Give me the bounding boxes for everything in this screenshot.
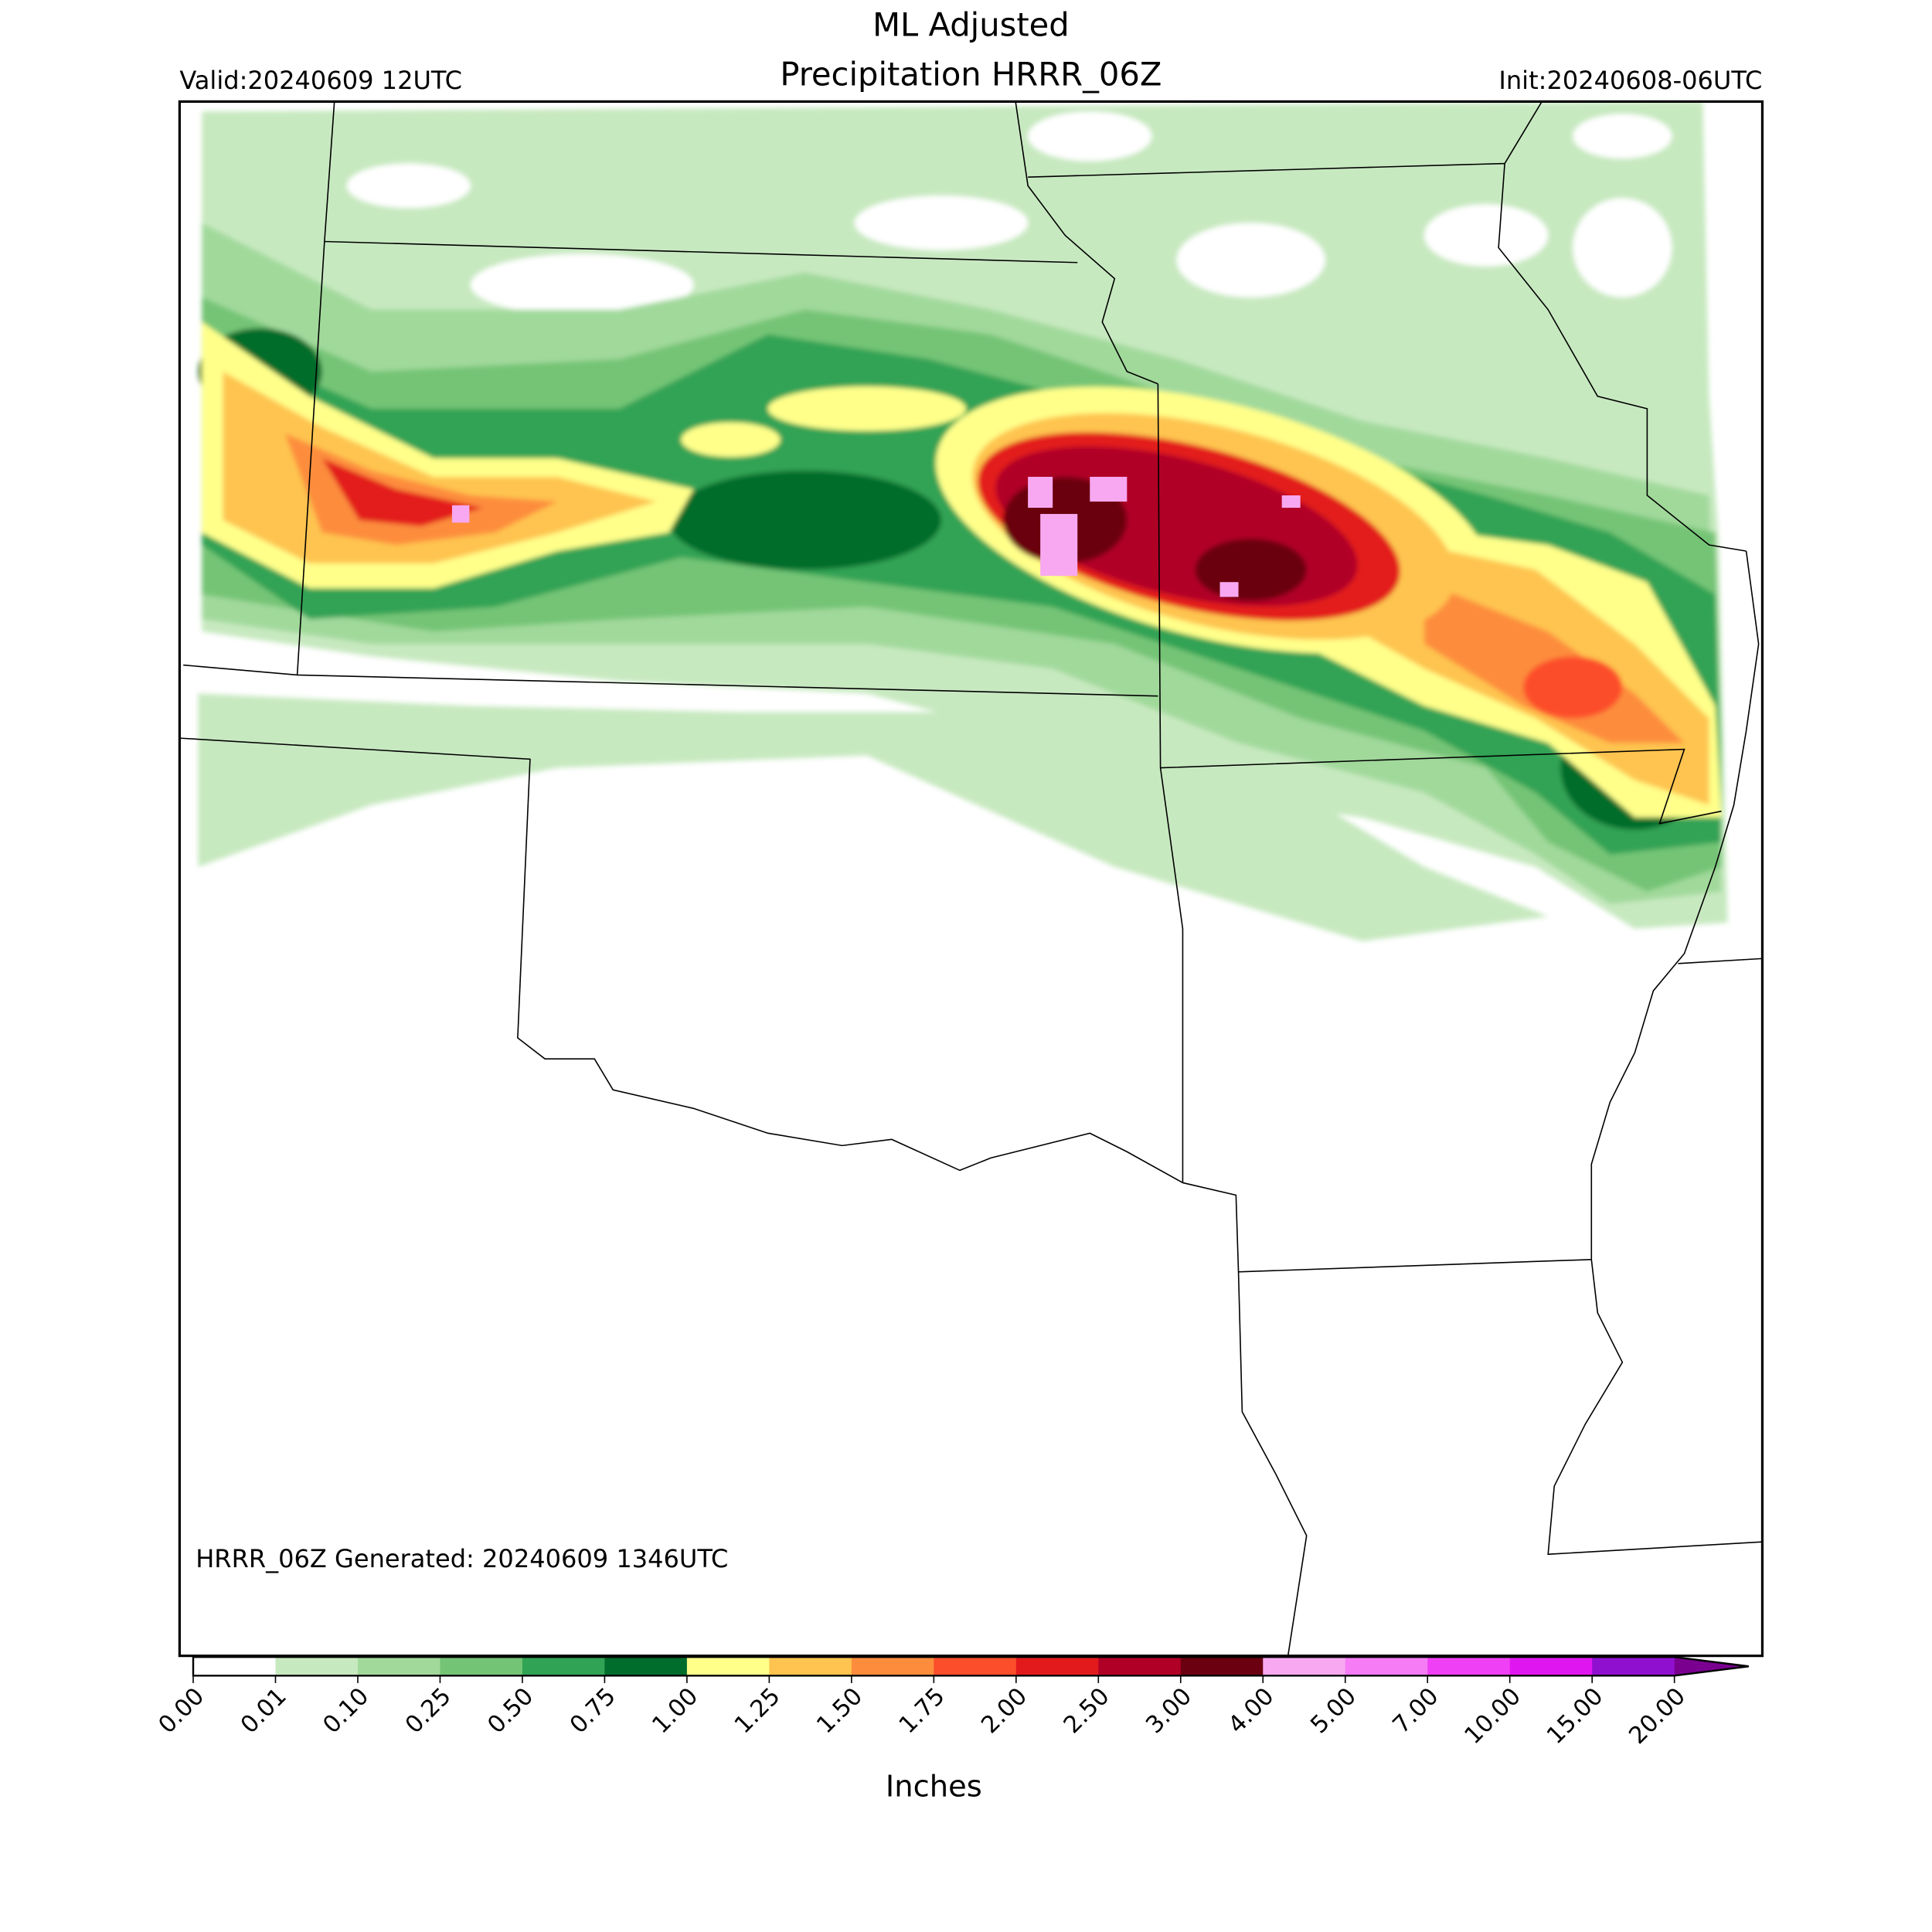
colorbar-label: 15.00: [1542, 1683, 1608, 1750]
colorbar-segment: [1592, 1657, 1675, 1676]
colorbar-segment: [604, 1657, 688, 1676]
colorbar-segment: [193, 1657, 277, 1676]
colorbar-label: 0.25: [400, 1683, 457, 1740]
colorbar-label: 4.00: [1223, 1683, 1280, 1740]
colorbar-segment: [522, 1657, 606, 1676]
colorbar-label: 10.00: [1460, 1683, 1526, 1750]
colorbar-label: 0.75: [565, 1683, 621, 1740]
colorbar-segment: [1263, 1657, 1346, 1676]
colorbar-segment: [440, 1657, 523, 1676]
colorbar-label: 1.50: [811, 1683, 868, 1740]
map-frame: [178, 100, 1764, 1658]
colorbar-label: 0.50: [483, 1683, 539, 1740]
title-line: Precipitation HRRR_06Z: [780, 55, 1162, 93]
colorbar-segment: [769, 1657, 852, 1676]
colorbar-segment: [934, 1657, 1017, 1676]
colorbar-label: 0.10: [318, 1683, 375, 1740]
colorbar-label: 1.75: [894, 1683, 951, 1740]
colorbar-label: 7.00: [1388, 1683, 1444, 1740]
valid-time: Valid:20240609 12UTC: [179, 66, 462, 95]
init-time: Init:20240608-06UTC: [1498, 66, 1762, 95]
colorbar: 0.00 0.01 0.10 0.25 0.50 0.75 1.00 1.25 1.50 1.75…: [154, 1656, 1749, 1750]
colorbar-label: 2.00: [976, 1683, 1032, 1740]
colorbar-segment: [1180, 1657, 1264, 1676]
colorbar-segment: [1427, 1657, 1511, 1676]
colorbar-segment: [1098, 1657, 1182, 1676]
colorbar-label: 0.01: [236, 1683, 292, 1740]
colorbar-label: 3.00: [1141, 1683, 1197, 1740]
colorbar-segment: [357, 1657, 441, 1676]
title-line: ML Adjusted: [872, 5, 1070, 43]
state-borders: [179, 100, 1763, 1656]
generated-note: HRRR_06Z Generated: 20240609 1346UTC: [196, 1544, 728, 1573]
colorbar-extend: [1674, 1657, 1749, 1676]
colorbar-outline: [192, 1656, 1749, 1677]
colorbar-segment: [1015, 1657, 1100, 1676]
colorbar-label: 5.00: [1305, 1683, 1362, 1740]
colorbar-label: 0.00: [154, 1683, 210, 1740]
colorbar-title: Inches: [886, 1770, 982, 1804]
precipitation-field: [198, 101, 1728, 941]
colorbar-segment: [1345, 1657, 1429, 1676]
colorbar-segment: [686, 1657, 770, 1676]
colorbar-segment: [275, 1657, 359, 1676]
colorbar-label: 1.25: [730, 1683, 786, 1740]
colorbar-label: 1.00: [647, 1683, 703, 1740]
colorbar-label: 2.50: [1059, 1683, 1115, 1740]
colorbar-segment: [851, 1657, 935, 1676]
colorbar-label: 20.00: [1624, 1683, 1691, 1750]
colorbar-segment: [1509, 1657, 1593, 1676]
